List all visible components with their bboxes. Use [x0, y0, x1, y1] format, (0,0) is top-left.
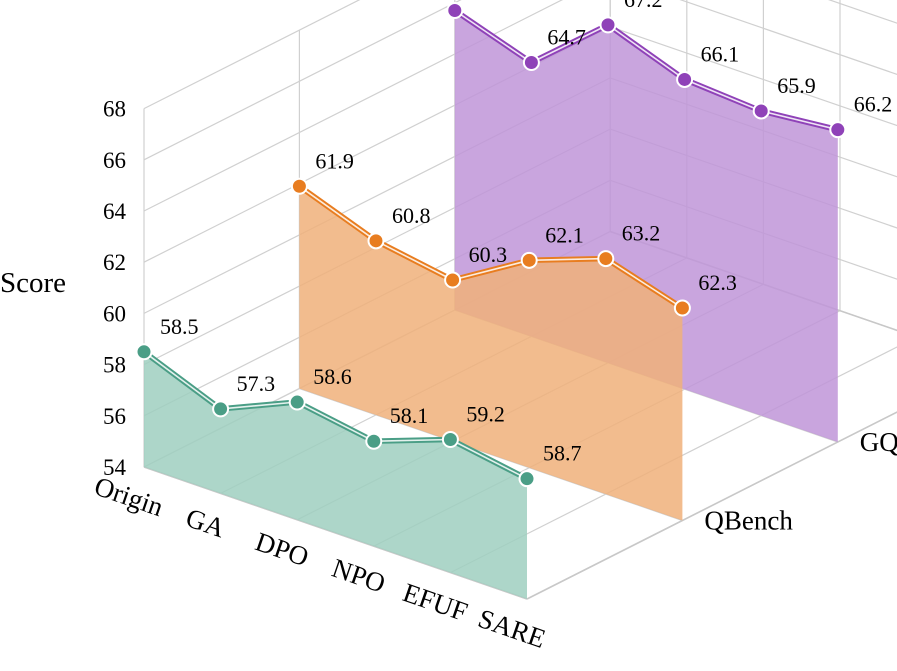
data-label: 64.7: [547, 24, 586, 49]
y-tick-label: 68: [103, 97, 126, 122]
back-wall-gridline: [610, 26, 897, 127]
data-label: 67.2: [624, 0, 663, 12]
data-point: [829, 121, 847, 139]
data-point: [673, 299, 691, 317]
y-tick-label: 64: [103, 199, 127, 224]
data-label: 62.1: [545, 222, 584, 247]
data-point: [597, 250, 615, 268]
series-line-highlight-sqa: [454, 9, 838, 131]
data-label: 66.2: [854, 92, 893, 117]
series-layer: [135, 1, 847, 599]
depth-axis-line: [526, 411, 897, 600]
left-wall-gridline: [143, 0, 361, 110]
floor-gridline: [450, 346, 897, 574]
data-point: [288, 393, 306, 411]
data-label: 60.3: [469, 242, 508, 267]
data-label: 63.2: [622, 221, 661, 246]
data-point: [441, 430, 459, 448]
data-label: 65.9: [777, 73, 816, 98]
data-point: [135, 343, 153, 361]
back-wall-gridline: [679, 0, 897, 75]
x-category-label: Origin: [91, 471, 168, 522]
y-tick-label: 56: [103, 404, 126, 429]
x-category-label: GA: [182, 502, 229, 543]
data-point: [522, 53, 540, 71]
data-label: 58.6: [313, 364, 352, 389]
x-category-label: DPO: [252, 526, 313, 572]
data-label: 58.7: [543, 441, 582, 466]
data-label: 58.5: [160, 314, 199, 339]
data-point: [520, 251, 538, 269]
data-point: [752, 102, 770, 120]
data-label: 62.3: [698, 270, 737, 295]
data-point: [676, 70, 694, 88]
series-line-highlight-qbench: [143, 351, 528, 480]
series-axis-label: GQA: [860, 427, 897, 457]
data-point: [367, 232, 385, 250]
series-area-gqa: [299, 186, 683, 521]
series-area-qbench: [144, 351, 527, 599]
data-label: 57.3: [237, 371, 276, 396]
data-point: [446, 1, 464, 19]
x-category-label: NPO: [328, 553, 389, 599]
series-line-highlight-gqa: [298, 185, 683, 309]
left-wall-gridline: [143, 0, 462, 161]
data-label: 66.1: [701, 41, 740, 66]
data-label: 58.1: [390, 403, 429, 428]
y-tick-label: 66: [103, 148, 126, 173]
data-point: [518, 470, 536, 488]
data-point: [444, 271, 462, 289]
left-wall-gridline: [143, 0, 564, 212]
data-point: [365, 432, 383, 450]
y-tick-label: 58: [103, 353, 126, 378]
y-tick-label: 60: [103, 301, 126, 326]
data-point: [290, 177, 308, 195]
data-label: 59.2: [466, 401, 505, 426]
y-tick-label: 54: [103, 455, 127, 480]
data-label: 60.8: [392, 203, 431, 228]
x-category-label: EFUF: [399, 577, 471, 627]
data-point: [599, 16, 617, 34]
y-axis-label: Score: [0, 267, 66, 299]
x-category-label: SARE: [474, 603, 549, 654]
data-point: [212, 400, 230, 418]
y-tick-label: 62: [103, 250, 126, 275]
data-label: 61.9: [315, 148, 354, 173]
series-axis-label: QBench: [704, 506, 793, 536]
